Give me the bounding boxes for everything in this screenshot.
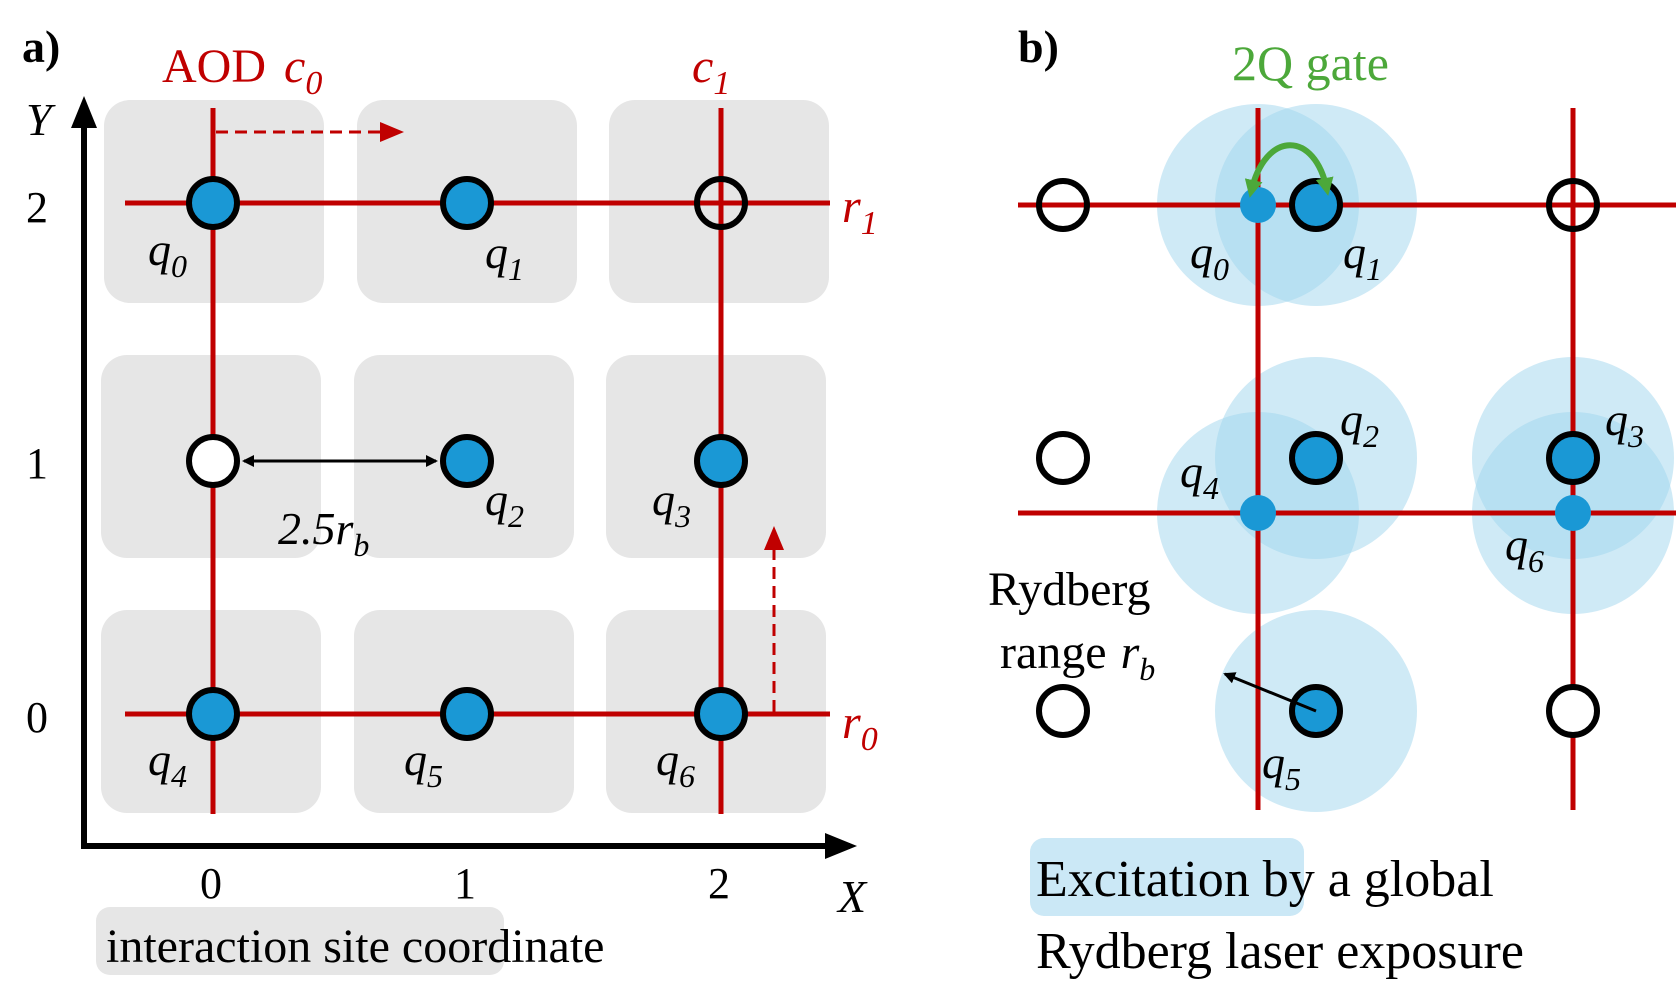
empty-site-b-0-1 [1036,431,1090,485]
atom-q3 [694,434,748,488]
atom-b-q4 [1240,495,1276,531]
empty-site-b-0-2 [1036,178,1090,232]
qubit-label-q1: q1 [485,227,524,287]
y-tick-1: 1 [26,439,48,488]
qubit-label-b-q4: q4 [1180,446,1219,506]
atom-b-q6 [1555,495,1591,531]
atom-b-q3 [1546,431,1600,485]
distance-label: 2.5rb [278,503,369,563]
atom-b-q1 [1289,178,1343,232]
qubit-label-q0: q0 [148,224,187,284]
caption-b-line1: Excitation by a global [1036,851,1494,908]
caption-a: interaction site coordinate [106,920,604,973]
y-axis-arrowhead [71,96,97,128]
y-tick-2: 2 [26,183,48,232]
qubit-label-b-q5: q5 [1262,737,1301,797]
rydberg-range-line1: Rydberg [988,563,1151,616]
empty-site-b-2-2 [1546,178,1600,232]
empty-site-2-2 [694,176,748,230]
qubit-label-b-q2: q2 [1340,394,1379,454]
qubit-label-q2: q2 [485,474,524,534]
atom-q1 [440,176,494,230]
empty-site-0-1 [186,434,240,488]
x-tick-2: 2 [708,859,730,908]
qubit-labels-b: q0 q1 q2 q3 q4 q5 q6 [1180,227,1644,797]
atom-q2 [440,434,494,488]
atom-q6 [694,687,748,741]
qubit-label-b-q6: q6 [1505,519,1544,579]
x-tick-1: 1 [454,859,476,908]
empty-site-b-0-0 [1036,684,1090,738]
qubit-label-b-q0: q0 [1190,227,1229,287]
gate-arrow [1244,142,1334,198]
qubit-label-b-q1: q1 [1343,227,1382,287]
gate-label: 2Q gate [1232,35,1389,91]
x-axis-arrowhead [825,833,857,859]
rydberg-range-line2: range rb [1000,626,1155,687]
qubit-label-q5: q5 [404,734,443,794]
panel-b-label: b) [1018,21,1059,72]
x-tick-0: 0 [200,859,222,908]
panel-b: b) [988,21,1676,980]
qubit-label-b-q3: q3 [1605,394,1644,454]
panel-a: a) Y X 2 1 0 0 1 2 [22,21,878,975]
qubit-label-q6: q6 [656,734,695,794]
panel-a-label: a) [22,21,60,72]
r0-label: r0 [842,696,878,758]
aod-label: AOD c0 [162,40,322,102]
rydberg-range-arrow [1223,672,1317,713]
x-axis-label: X [836,871,868,922]
y-axis-label: Y [26,94,56,145]
atom-b-q0 [1240,187,1276,223]
atom-b-q2 [1289,431,1343,485]
y-tick-0: 0 [26,693,48,742]
atom-q0 [186,176,240,230]
caption-b-line2: Rydberg laser exposure [1036,923,1524,980]
atoms-b-aod [1240,187,1591,531]
empty-site-b-2-0 [1546,684,1600,738]
c1-label: c1 [692,40,730,102]
atoms-a [186,176,748,741]
empty-sites-b [1036,178,1600,738]
qubit-labels-a: q0 q1 q2 q3 q4 q5 q6 [148,224,695,794]
qubit-label-q4: q4 [148,734,187,794]
r1-label: r1 [842,180,878,242]
caption-b-highlight-box [1030,838,1304,916]
atoms-b-sites [1289,178,1600,738]
qubit-label-q3: q3 [652,474,691,534]
atom-q4 [186,687,240,741]
caption-a-highlight-box [96,907,504,975]
atom-q5 [440,687,494,741]
